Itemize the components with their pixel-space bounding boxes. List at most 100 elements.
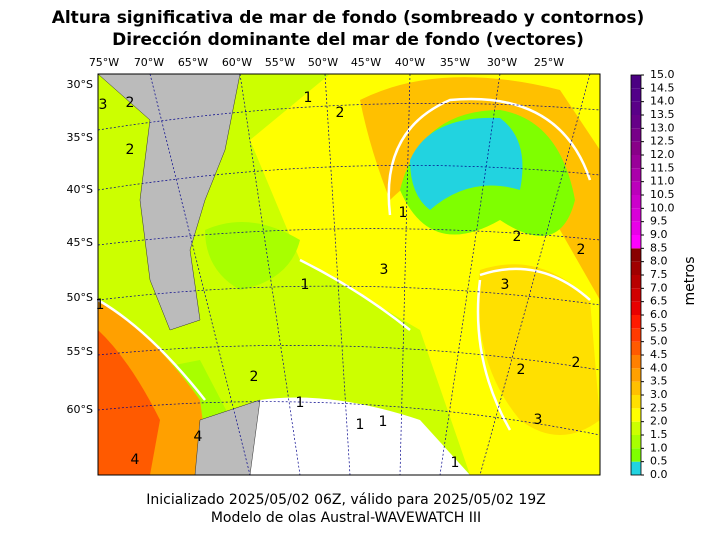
colorbar-tick-label: 4.5 [650, 348, 668, 361]
colorbar-bin [631, 181, 641, 195]
colorbar-bin [631, 275, 641, 289]
colorbar-tick-label: 1.0 [650, 441, 668, 454]
colorbar-label: metros [682, 256, 698, 305]
colorbar-bin [631, 115, 641, 129]
lon-label: 30°W [487, 56, 517, 69]
colorbar-bin [631, 355, 641, 369]
map-frame [97, 73, 601, 476]
lon-label: 75°W [89, 56, 119, 69]
colorbar-bin [631, 341, 641, 355]
colorbar-bin [631, 381, 641, 395]
colorbar-tick-label: 7.5 [650, 268, 668, 281]
contour-label: 2 [513, 229, 522, 245]
colorbar-bin [631, 368, 641, 382]
colorbar-tick-label: 0.0 [650, 468, 668, 481]
contour-label: 1 [399, 205, 408, 221]
lat-label: 50°S [67, 291, 93, 304]
colorbar-tick-label: 13.5 [650, 108, 675, 121]
colorbar-tick-label: 3.0 [650, 388, 668, 401]
lon-label: 45°W [351, 56, 381, 69]
colorbar-bin [631, 395, 641, 409]
colorbar-bin [631, 315, 641, 329]
contour-label: 4 [131, 452, 140, 468]
lon-label: 60°W [222, 56, 252, 69]
contour-label: 1 [451, 455, 460, 471]
colorbar-tick-label: 11.0 [650, 175, 675, 188]
lon-label: 25°W [534, 56, 564, 69]
colorbar-bin [631, 195, 641, 209]
colorbar-bin [631, 461, 641, 475]
colorbar-tick-label: 5.5 [650, 321, 668, 334]
lon-label: 65°W [178, 56, 208, 69]
colorbar-tick-label: 0.5 [650, 455, 668, 468]
title: Altura significativa de mar de fondo (so… [52, 8, 645, 28]
colorbar-tick-label: 9.5 [650, 215, 668, 228]
colorbar-tick-label: 15.0 [650, 68, 675, 81]
colorbar-tick-label: 6.0 [650, 308, 668, 321]
colorbar-tick-label: 2.5 [650, 401, 668, 414]
colorbar-bin [631, 88, 641, 102]
contour-label: 4 [194, 429, 203, 445]
colorbar-bin [631, 75, 641, 89]
contour-label: 2 [572, 355, 581, 371]
contour-label: 3 [99, 97, 108, 113]
colorbar-bin [631, 128, 641, 142]
footer-line: Modelo de olas Austral-WAVEWATCH III [211, 510, 481, 526]
colorbar-bin [631, 288, 641, 302]
footer-line: Inicializado 2025/05/02 06Z, válido para… [146, 492, 545, 508]
colorbar-tick-label: 8.0 [650, 255, 668, 268]
colorbar-bin [631, 155, 641, 169]
contour-label: 2 [126, 95, 135, 111]
contour-label: 2 [517, 362, 526, 378]
contour-label: 1 [301, 277, 310, 293]
colorbar-tick-label: 3.5 [650, 375, 668, 388]
contour-label: 1 [296, 395, 305, 411]
colorbar-tick-label: 14.5 [650, 81, 675, 94]
lat-label: 45°S [67, 236, 93, 249]
colorbar-bin [631, 141, 641, 155]
colorbar-bin [631, 101, 641, 115]
contour-label: 1 [304, 90, 313, 106]
colorbar-bin [631, 448, 641, 462]
colorbar-tick-label: 13.0 [650, 121, 675, 134]
colorbar-bin [631, 221, 641, 235]
colorbar-bin [631, 328, 641, 342]
contour-label: 3 [501, 277, 510, 293]
lon-label: 35°W [440, 56, 470, 69]
lon-label: 70°W [134, 56, 164, 69]
lat-label: 35°S [67, 131, 93, 144]
colorbar-bin [631, 421, 641, 435]
colorbar-bin [631, 208, 641, 222]
colorbar-tick-label: 12.5 [650, 135, 675, 148]
colorbar-tick-label: 10.0 [650, 201, 675, 214]
colorbar-tick-label: 9.0 [650, 228, 668, 241]
colorbar-tick-label: 7.0 [650, 281, 668, 294]
colorbar-tick-label: 11.5 [650, 161, 675, 174]
colorbar-tick-label: 10.5 [650, 188, 675, 201]
contour-label: 3 [534, 412, 543, 428]
colorbar-bin [631, 261, 641, 275]
lon-label: 55°W [265, 56, 295, 69]
colorbar-tick-label: 12.0 [650, 148, 675, 161]
colorbar-tick-label: 5.0 [650, 335, 668, 348]
colorbar-tick-label: 14.0 [650, 95, 675, 108]
colorbar-bin [631, 435, 641, 449]
lat-label: 60°S [67, 403, 93, 416]
colorbar-tick-label: 2.0 [650, 415, 668, 428]
lat-label: 40°S [67, 183, 93, 196]
contour-label: 2 [336, 105, 345, 121]
colorbar-tick-label: 6.5 [650, 295, 668, 308]
colorbar-bin [631, 168, 641, 182]
contour-label: 2 [250, 369, 259, 385]
colorbar-bin [631, 235, 641, 249]
colorbar-bin [631, 408, 641, 422]
lon-label: 40°W [395, 56, 425, 69]
lon-label: 50°W [308, 56, 338, 69]
contour-label: 2 [577, 242, 586, 258]
subtitle: Dirección dominante del mar de fondo (ve… [112, 30, 584, 50]
map-area [98, 74, 600, 475]
colorbar-tick-label: 4.0 [650, 361, 668, 374]
contour-label: 2 [126, 142, 135, 158]
colorbar-bin [631, 301, 641, 315]
